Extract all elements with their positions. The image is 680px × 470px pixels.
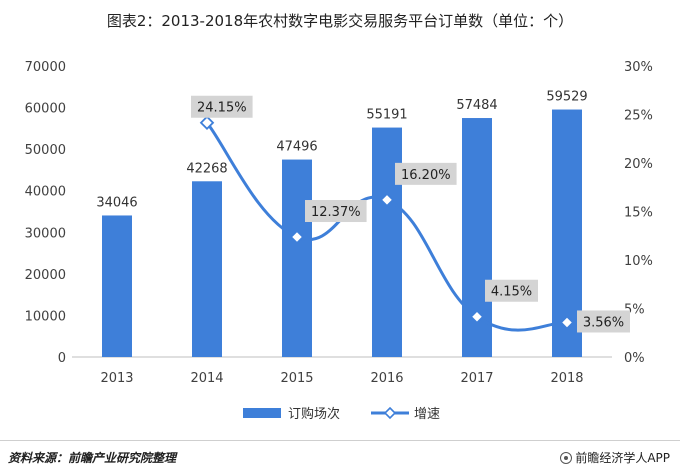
x-tick-label: 2014 xyxy=(190,371,223,386)
left-axis-tick-label: 60000 xyxy=(25,102,66,117)
source-note: 资料来源：前瞻产业研究院整理 xyxy=(8,451,177,465)
growth-label-box xyxy=(577,310,630,333)
chart: 0 10000 20000 30000 40000 50000 60000 70000 0% 5… xyxy=(25,60,653,422)
bar xyxy=(372,127,402,357)
right-axis-tick-label: 20% xyxy=(624,157,653,172)
right-axis-tick-label: 10% xyxy=(624,254,653,269)
left-axis-tick-label: 0 xyxy=(58,351,66,366)
footer: 资料来源：前瞻产业研究院整理 前瞻经济学人APP xyxy=(0,440,680,470)
left-axis: 0 10000 20000 30000 40000 50000 60000 70000 xyxy=(25,60,66,366)
growth-label-box xyxy=(191,95,253,118)
chart-title: 图表2：2013-2018年农村数字电影交易服务平台订单数（单位：个） xyxy=(106,12,574,30)
bar xyxy=(102,215,132,357)
legend-line-marker xyxy=(383,406,397,420)
growth-point-marker xyxy=(469,309,485,325)
growth-line-group: 24.15% 12.37% 16.20% 4.15% 3.56% xyxy=(191,95,630,333)
x-tick-label: 2018 xyxy=(550,371,583,386)
legend-bar-swatch xyxy=(243,408,281,418)
x-tick-label: 2015 xyxy=(280,371,313,386)
legend-line-label: 增速 xyxy=(414,407,440,422)
x-tick-label: 2013 xyxy=(100,371,133,386)
x-tick-label: 2017 xyxy=(460,371,493,386)
right-axis-tick-label: 0% xyxy=(624,351,645,366)
right-axis-tick-label: 25% xyxy=(624,109,653,124)
growth-point-marker xyxy=(379,192,395,208)
growth-point-marker xyxy=(289,229,305,245)
growth-label-box xyxy=(485,279,538,302)
growth-label-box xyxy=(395,162,457,185)
x-ticks: 2013 2014 2015 2016 2017 2018 xyxy=(100,371,583,386)
legend-bar-label: 订购场次 xyxy=(288,406,340,422)
brand-logo-icon xyxy=(560,452,573,464)
brand-label: 前瞻经济学人APP xyxy=(575,451,670,465)
legend: 订购场次 增速 xyxy=(243,406,440,422)
x-tick-label: 2016 xyxy=(370,371,403,386)
growth-value-label: 3.56% xyxy=(583,315,624,330)
bar-value-label: 42268 xyxy=(186,161,227,176)
growth-label-box xyxy=(305,200,367,223)
growth-value-label: 24.15% xyxy=(197,101,247,116)
growth-point-marker xyxy=(559,315,575,330)
left-axis-tick-label: 70000 xyxy=(25,60,66,75)
growth-point-marker xyxy=(199,115,215,131)
bars xyxy=(102,109,582,358)
left-axis-tick-label: 50000 xyxy=(25,143,66,158)
left-axis-tick-label: 40000 xyxy=(25,185,66,200)
bar-value-label: 55191 xyxy=(366,108,407,123)
right-axis-tick-label: 30% xyxy=(624,60,653,75)
bar xyxy=(282,159,312,357)
right-axis-tick-label: 15% xyxy=(624,206,653,221)
bar-value-label: 59529 xyxy=(546,90,587,105)
bar-value-label: 47496 xyxy=(276,140,317,155)
left-axis-tick-label: 30000 xyxy=(25,226,66,241)
brand-credit: 前瞻经济学人APP xyxy=(560,449,670,466)
bar-value-label: 34046 xyxy=(96,195,137,210)
left-axis-tick-label: 10000 xyxy=(25,309,66,324)
growth-value-label: 16.20% xyxy=(401,168,451,183)
growth-value-label: 12.37% xyxy=(311,205,361,220)
bar-labels: 34046 42268 47496 55191 57484 59529 xyxy=(96,90,587,211)
bar xyxy=(192,181,222,357)
bar-value-label: 57484 xyxy=(456,98,497,113)
left-axis-tick-label: 20000 xyxy=(25,268,66,283)
growth-value-label: 4.15% xyxy=(491,285,532,300)
